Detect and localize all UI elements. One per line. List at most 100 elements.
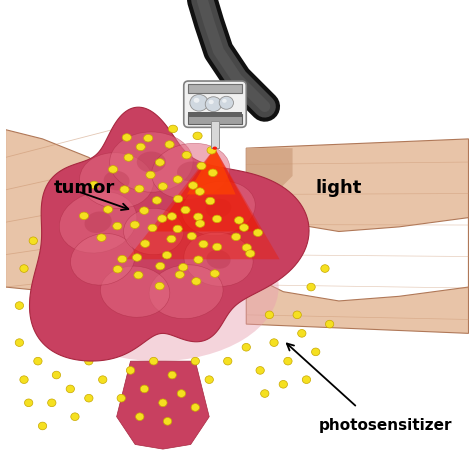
Polygon shape bbox=[29, 107, 309, 361]
Ellipse shape bbox=[168, 125, 178, 133]
Ellipse shape bbox=[124, 154, 133, 161]
Ellipse shape bbox=[140, 207, 149, 214]
Ellipse shape bbox=[29, 237, 37, 244]
Ellipse shape bbox=[182, 151, 191, 159]
Ellipse shape bbox=[321, 265, 329, 272]
Ellipse shape bbox=[256, 367, 264, 374]
Ellipse shape bbox=[177, 390, 186, 397]
Text: photosensitizer: photosensitizer bbox=[319, 419, 452, 433]
Ellipse shape bbox=[59, 191, 137, 253]
Ellipse shape bbox=[137, 151, 166, 173]
Ellipse shape bbox=[158, 182, 167, 190]
Ellipse shape bbox=[193, 132, 202, 140]
Ellipse shape bbox=[84, 212, 112, 233]
Bar bbox=[210, 121, 219, 148]
Ellipse shape bbox=[71, 413, 79, 420]
Ellipse shape bbox=[212, 146, 217, 150]
Ellipse shape bbox=[109, 166, 118, 173]
Ellipse shape bbox=[164, 418, 172, 425]
Ellipse shape bbox=[71, 233, 135, 285]
Ellipse shape bbox=[134, 271, 143, 279]
Ellipse shape bbox=[189, 182, 198, 189]
Ellipse shape bbox=[191, 278, 201, 285]
Ellipse shape bbox=[130, 221, 139, 229]
Ellipse shape bbox=[235, 217, 244, 224]
Ellipse shape bbox=[136, 143, 145, 150]
Ellipse shape bbox=[197, 162, 206, 170]
Ellipse shape bbox=[135, 185, 144, 193]
Ellipse shape bbox=[194, 256, 203, 263]
Polygon shape bbox=[187, 148, 236, 194]
Text: light: light bbox=[316, 179, 362, 196]
Ellipse shape bbox=[120, 186, 129, 193]
Ellipse shape bbox=[191, 404, 200, 411]
Ellipse shape bbox=[79, 212, 89, 219]
Ellipse shape bbox=[265, 311, 273, 319]
Ellipse shape bbox=[173, 175, 182, 183]
Ellipse shape bbox=[109, 132, 193, 192]
Polygon shape bbox=[6, 130, 145, 292]
Ellipse shape bbox=[242, 344, 250, 351]
Polygon shape bbox=[127, 148, 280, 259]
Ellipse shape bbox=[113, 222, 122, 230]
Ellipse shape bbox=[239, 224, 248, 232]
Ellipse shape bbox=[209, 100, 214, 104]
Ellipse shape bbox=[163, 251, 172, 259]
Ellipse shape bbox=[293, 311, 301, 319]
Ellipse shape bbox=[118, 256, 127, 263]
Ellipse shape bbox=[99, 376, 107, 383]
Ellipse shape bbox=[136, 413, 144, 420]
Ellipse shape bbox=[246, 250, 255, 257]
Ellipse shape bbox=[206, 197, 215, 205]
Text: tumor: tumor bbox=[54, 179, 115, 196]
Polygon shape bbox=[155, 148, 261, 232]
Ellipse shape bbox=[80, 153, 154, 208]
Ellipse shape bbox=[212, 215, 222, 223]
Ellipse shape bbox=[179, 263, 188, 271]
Ellipse shape bbox=[177, 162, 204, 181]
Ellipse shape bbox=[173, 195, 183, 203]
Ellipse shape bbox=[85, 394, 93, 402]
FancyBboxPatch shape bbox=[184, 81, 246, 127]
Ellipse shape bbox=[284, 357, 292, 365]
Ellipse shape bbox=[175, 271, 184, 278]
Ellipse shape bbox=[43, 320, 51, 328]
Ellipse shape bbox=[148, 224, 157, 232]
Ellipse shape bbox=[159, 399, 167, 407]
Ellipse shape bbox=[208, 169, 218, 176]
Ellipse shape bbox=[47, 399, 56, 407]
Ellipse shape bbox=[140, 385, 148, 393]
Ellipse shape bbox=[195, 188, 204, 195]
Ellipse shape bbox=[270, 339, 278, 346]
Ellipse shape bbox=[194, 213, 203, 220]
Ellipse shape bbox=[155, 263, 165, 270]
Ellipse shape bbox=[152, 143, 230, 200]
Ellipse shape bbox=[20, 265, 28, 272]
Ellipse shape bbox=[206, 250, 230, 269]
Ellipse shape bbox=[141, 240, 150, 247]
Ellipse shape bbox=[104, 171, 129, 190]
Ellipse shape bbox=[298, 330, 306, 337]
Ellipse shape bbox=[199, 240, 208, 248]
Ellipse shape bbox=[165, 141, 174, 148]
Ellipse shape bbox=[38, 213, 279, 361]
Ellipse shape bbox=[219, 96, 234, 109]
Ellipse shape bbox=[307, 283, 315, 291]
Bar bbox=[188, 114, 242, 124]
Ellipse shape bbox=[97, 234, 106, 241]
Ellipse shape bbox=[261, 390, 269, 397]
Ellipse shape bbox=[15, 302, 24, 309]
Ellipse shape bbox=[205, 376, 213, 383]
Ellipse shape bbox=[253, 229, 263, 237]
Ellipse shape bbox=[122, 134, 131, 141]
Ellipse shape bbox=[113, 265, 122, 273]
Ellipse shape bbox=[157, 215, 167, 222]
Ellipse shape bbox=[187, 232, 196, 240]
Ellipse shape bbox=[103, 206, 113, 213]
Ellipse shape bbox=[85, 357, 93, 365]
Ellipse shape bbox=[38, 422, 47, 430]
Ellipse shape bbox=[173, 225, 182, 233]
Ellipse shape bbox=[90, 181, 99, 189]
Ellipse shape bbox=[34, 357, 42, 365]
Bar bbox=[188, 112, 242, 117]
